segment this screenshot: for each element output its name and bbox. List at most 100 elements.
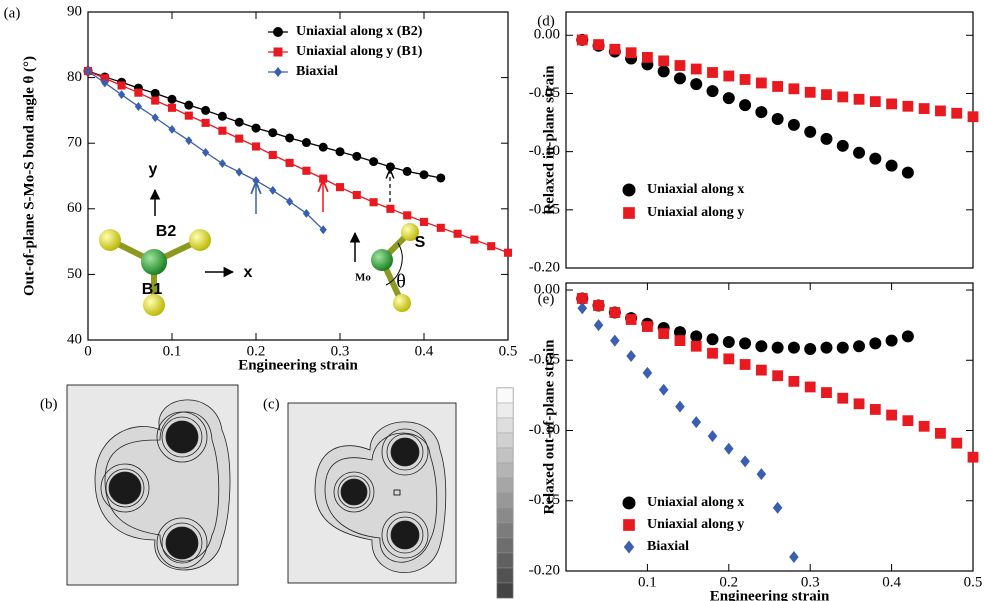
marker <box>286 197 293 206</box>
marker <box>658 55 669 66</box>
marker <box>756 365 767 376</box>
marker <box>609 307 620 318</box>
marker <box>789 83 800 94</box>
marker <box>593 300 604 311</box>
marker <box>609 44 620 55</box>
marker <box>302 138 311 147</box>
marker <box>804 343 816 355</box>
marker <box>740 74 751 85</box>
marker <box>691 64 702 75</box>
x-tick-label: 0.1 <box>638 574 657 590</box>
legend-marker <box>624 541 634 554</box>
marker <box>168 104 176 112</box>
legend-marker <box>623 519 635 531</box>
marker <box>854 94 865 105</box>
marker <box>902 330 914 342</box>
legend-label: Uniaxial along x <box>647 495 744 510</box>
y-axis-label: Out-of-plane S-Mo-S bond angle θ (°) <box>21 56 37 296</box>
marker <box>789 376 800 387</box>
x-tick-label: 0 <box>84 343 92 359</box>
colorbar-step <box>497 448 513 463</box>
marker <box>919 421 930 432</box>
marker <box>319 143 328 152</box>
marker <box>723 92 735 104</box>
marker <box>951 438 962 449</box>
marker <box>252 142 260 150</box>
marker <box>268 128 277 137</box>
marker <box>675 401 685 413</box>
x-axis-label: Engineering strain <box>238 357 358 373</box>
marker <box>201 106 210 115</box>
marker <box>870 96 881 107</box>
marker <box>202 119 210 127</box>
annotation: S <box>415 234 426 251</box>
marker <box>319 175 327 183</box>
marker <box>658 328 669 339</box>
marker <box>504 249 512 257</box>
marker <box>252 124 261 133</box>
marker <box>642 52 653 63</box>
marker <box>755 340 767 352</box>
marker <box>353 191 361 199</box>
panel-label: (b) <box>40 396 58 412</box>
marker <box>118 81 126 89</box>
marker <box>788 342 800 354</box>
x-axis-label: Engineering strain <box>710 588 830 601</box>
marker <box>870 404 881 415</box>
marker <box>577 302 587 314</box>
contour-map <box>67 385 238 585</box>
colorbar-step <box>497 433 513 448</box>
marker <box>869 337 881 349</box>
marker <box>805 87 816 98</box>
marker <box>403 167 412 176</box>
marker <box>185 136 192 145</box>
marker <box>252 176 259 185</box>
marker <box>610 335 620 347</box>
x-tick-label: 0.5 <box>964 574 983 590</box>
y-tick-label: -0.20 <box>529 562 560 578</box>
marker <box>269 186 276 195</box>
legend-label: Uniaxial along x (B2) <box>296 24 423 39</box>
marker <box>643 367 653 379</box>
annotation: y <box>149 161 158 178</box>
y-axis-label: Relaxed out-of-plane strain <box>541 339 557 515</box>
marker <box>886 99 897 110</box>
annotation: Mo <box>355 272 371 284</box>
marker <box>690 330 702 342</box>
marker <box>919 103 930 114</box>
colorbar-step <box>497 478 513 493</box>
marker <box>626 350 636 362</box>
y-tick-label: 40 <box>67 331 82 347</box>
marker <box>674 72 686 84</box>
marker <box>935 428 946 439</box>
marker <box>151 89 160 98</box>
marker <box>968 452 979 463</box>
marker <box>968 111 979 122</box>
marker <box>185 112 193 120</box>
marker <box>420 170 429 179</box>
legend-label: Uniaxial along y <box>647 517 744 532</box>
y-tick-label: 0.00 <box>534 27 560 43</box>
marker <box>168 95 177 104</box>
colorbar-step <box>497 583 513 598</box>
marker <box>219 159 226 168</box>
figure: (b) (c) (a)40506070809000.10.20.30.40.5E… <box>0 0 984 601</box>
marker <box>135 102 142 111</box>
marker <box>820 342 832 354</box>
legend-label: Uniaxial along x <box>647 182 744 197</box>
contour-map <box>288 403 456 583</box>
colorbar-step <box>497 568 513 583</box>
marker <box>218 127 226 135</box>
marker <box>336 147 345 156</box>
marker <box>837 140 849 152</box>
marker <box>935 106 946 117</box>
marker <box>577 293 588 304</box>
panel-label: (a) <box>4 5 21 21</box>
y-tick-label: 50 <box>67 266 82 282</box>
marker <box>352 152 361 161</box>
marker <box>772 81 783 92</box>
legend-marker <box>274 67 282 77</box>
legend-label: Biaxial <box>647 539 689 554</box>
x-tick-label: 0.4 <box>415 343 434 359</box>
marker <box>593 39 604 50</box>
